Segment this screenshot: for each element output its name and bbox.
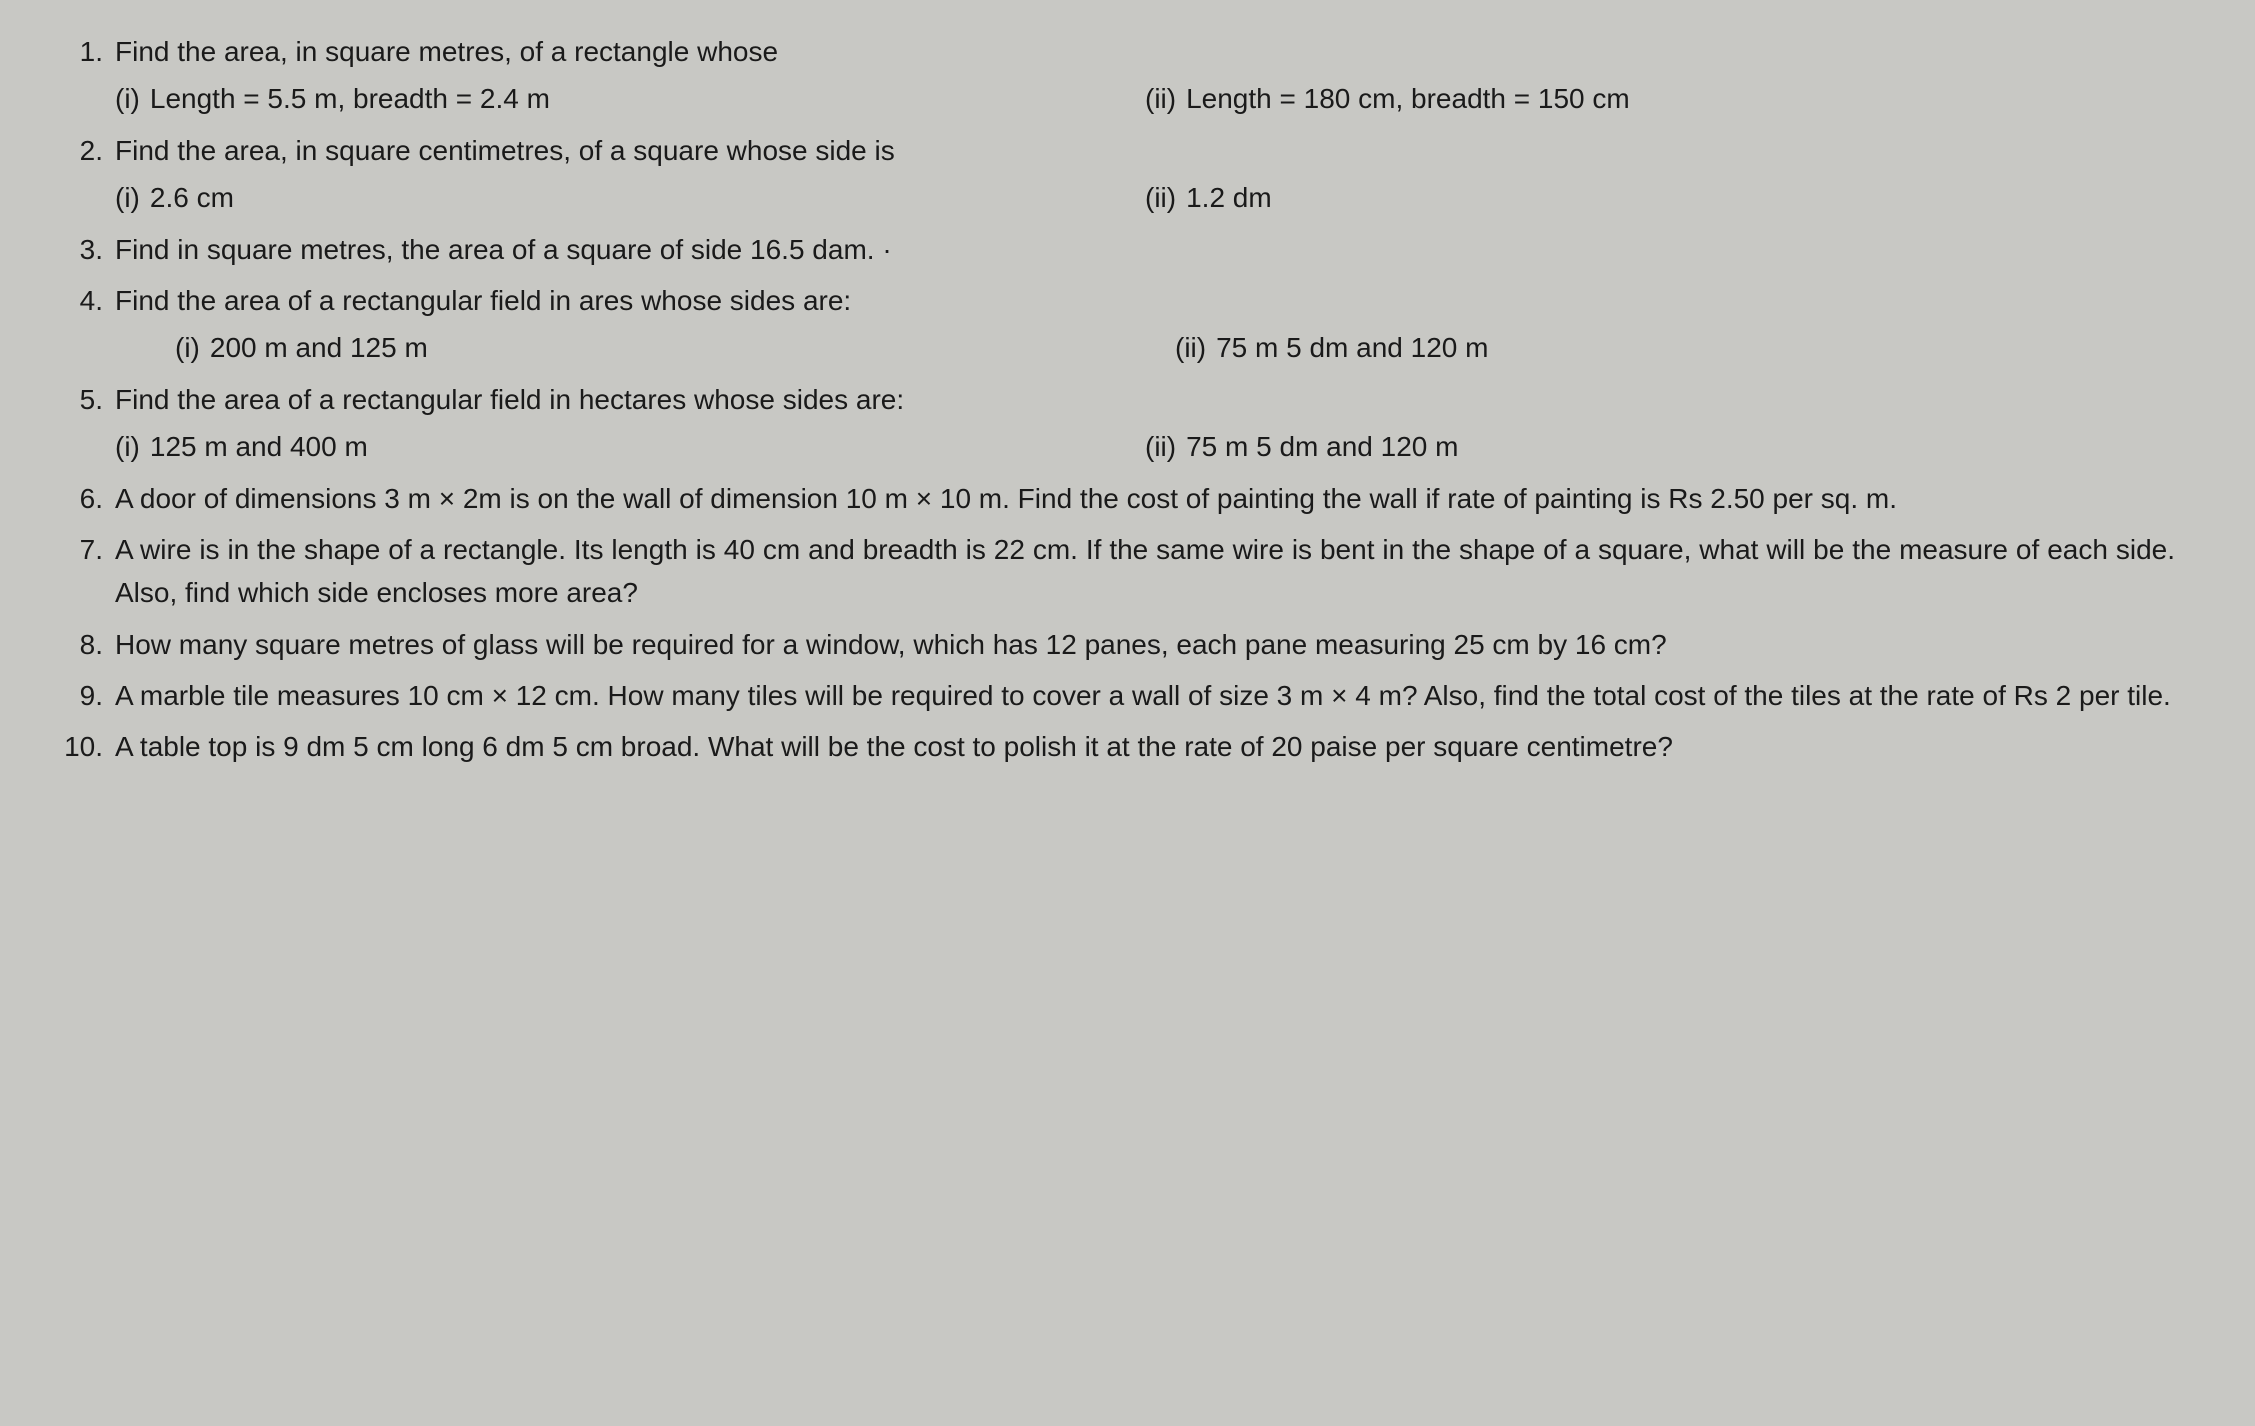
sub-part-label: (ii) xyxy=(1145,425,1186,468)
question-number: 5. xyxy=(60,378,115,469)
sub-part-text: 2.6 cm xyxy=(150,176,234,219)
question-body: Find in square metres, the area of a squ… xyxy=(115,228,2175,271)
sub-part-label: (i) xyxy=(115,176,150,219)
question-number: 4. xyxy=(60,279,115,370)
question-body: A wire is in the shape of a rectangle. I… xyxy=(115,528,2175,615)
sub-part-text: Length = 180 cm, breadth = 150 cm xyxy=(1186,77,1630,120)
question-body: Find the area of a rectangular field in … xyxy=(115,378,2175,469)
question-number: 7. xyxy=(60,528,115,615)
sub-part-label: (i) xyxy=(175,326,210,369)
question-item: 7.A wire is in the shape of a rectangle.… xyxy=(60,528,2175,615)
question-number: 9. xyxy=(60,674,115,717)
question-body: Find the area of a rectangular field in … xyxy=(115,279,2175,370)
sub-part: (i)2.6 cm xyxy=(115,176,1145,219)
question-number: 2. xyxy=(60,129,115,220)
question-body: How many square metres of glass will be … xyxy=(115,623,2175,666)
question-item: 8.How many square metres of glass will b… xyxy=(60,623,2175,666)
sub-part: (ii)Length = 180 cm, breadth = 150 cm xyxy=(1145,77,2175,120)
sub-part-text: 75 m 5 dm and 120 m xyxy=(1216,326,1488,369)
question-item: 2.Find the area, in square centimetres, … xyxy=(60,129,2175,220)
sub-part: (i)Length = 5.5 m, breadth = 2.4 m xyxy=(115,77,1145,120)
question-list: 1.Find the area, in square metres, of a … xyxy=(60,30,2175,769)
sub-part-label: (ii) xyxy=(1175,326,1216,369)
sub-part: (ii)1.2 dm xyxy=(1145,176,2175,219)
question-number: 1. xyxy=(60,30,115,121)
question-text: A marble tile measures 10 cm × 12 cm. Ho… xyxy=(115,674,2175,717)
question-body: A table top is 9 dm 5 cm long 6 dm 5 cm … xyxy=(115,725,2175,768)
question-text: How many square metres of glass will be … xyxy=(115,623,2175,666)
question-number: 3. xyxy=(60,228,115,271)
question-number: 8. xyxy=(60,623,115,666)
sub-part-label: (ii) xyxy=(1145,77,1186,120)
question-item: 5.Find the area of a rectangular field i… xyxy=(60,378,2175,469)
sub-part: (ii)75 m 5 dm and 120 m xyxy=(1145,425,2175,468)
question-body: Find the area, in square centimetres, of… xyxy=(115,129,2175,220)
sub-part-text: Length = 5.5 m, breadth = 2.4 m xyxy=(150,77,550,120)
question-body: A marble tile measures 10 cm × 12 cm. Ho… xyxy=(115,674,2175,717)
question-item: 4.Find the area of a rectangular field i… xyxy=(60,279,2175,370)
question-text: A wire is in the shape of a rectangle. I… xyxy=(115,528,2175,615)
sub-part: (i)200 m and 125 m xyxy=(175,326,1175,369)
sub-parts: (i)2.6 cm(ii)1.2 dm xyxy=(115,176,2175,219)
sub-part-text: 75 m 5 dm and 120 m xyxy=(1186,425,1458,468)
sub-part-label: (ii) xyxy=(1145,176,1186,219)
question-item: 9.A marble tile measures 10 cm × 12 cm. … xyxy=(60,674,2175,717)
sub-part: (i)125 m and 400 m xyxy=(115,425,1145,468)
question-item: 1.Find the area, in square metres, of a … xyxy=(60,30,2175,121)
question-text: Find the area of a rectangular field in … xyxy=(115,378,2175,421)
question-number: 6. xyxy=(60,477,115,520)
question-text: A door of dimensions 3 m × 2m is on the … xyxy=(115,477,2175,520)
sub-part-label: (i) xyxy=(115,425,150,468)
question-number: 10. xyxy=(60,725,115,768)
question-text: Find the area, in square metres, of a re… xyxy=(115,30,2175,73)
sub-part-label: (i) xyxy=(115,77,150,120)
question-text: A table top is 9 dm 5 cm long 6 dm 5 cm … xyxy=(115,725,2175,768)
question-item: 10.A table top is 9 dm 5 cm long 6 dm 5 … xyxy=(60,725,2175,768)
sub-parts: (i)Length = 5.5 m, breadth = 2.4 m(ii)Le… xyxy=(115,77,2175,120)
sub-part-text: 200 m and 125 m xyxy=(210,326,428,369)
question-body: Find the area, in square metres, of a re… xyxy=(115,30,2175,121)
question-item: 3.Find in square metres, the area of a s… xyxy=(60,228,2175,271)
sub-part-text: 1.2 dm xyxy=(1186,176,1272,219)
question-text: Find the area of a rectangular field in … xyxy=(115,279,2175,322)
sub-parts: (i)200 m and 125 m(ii)75 m 5 dm and 120 … xyxy=(115,326,2175,369)
question-text: Find the area, in square centimetres, of… xyxy=(115,129,2175,172)
sub-part-text: 125 m and 400 m xyxy=(150,425,368,468)
question-text: Find in square metres, the area of a squ… xyxy=(115,228,2175,271)
sub-part: (ii)75 m 5 dm and 120 m xyxy=(1175,326,2175,369)
question-body: A door of dimensions 3 m × 2m is on the … xyxy=(115,477,2175,520)
question-item: 6.A door of dimensions 3 m × 2m is on th… xyxy=(60,477,2175,520)
sub-parts: (i)125 m and 400 m(ii)75 m 5 dm and 120 … xyxy=(115,425,2175,468)
